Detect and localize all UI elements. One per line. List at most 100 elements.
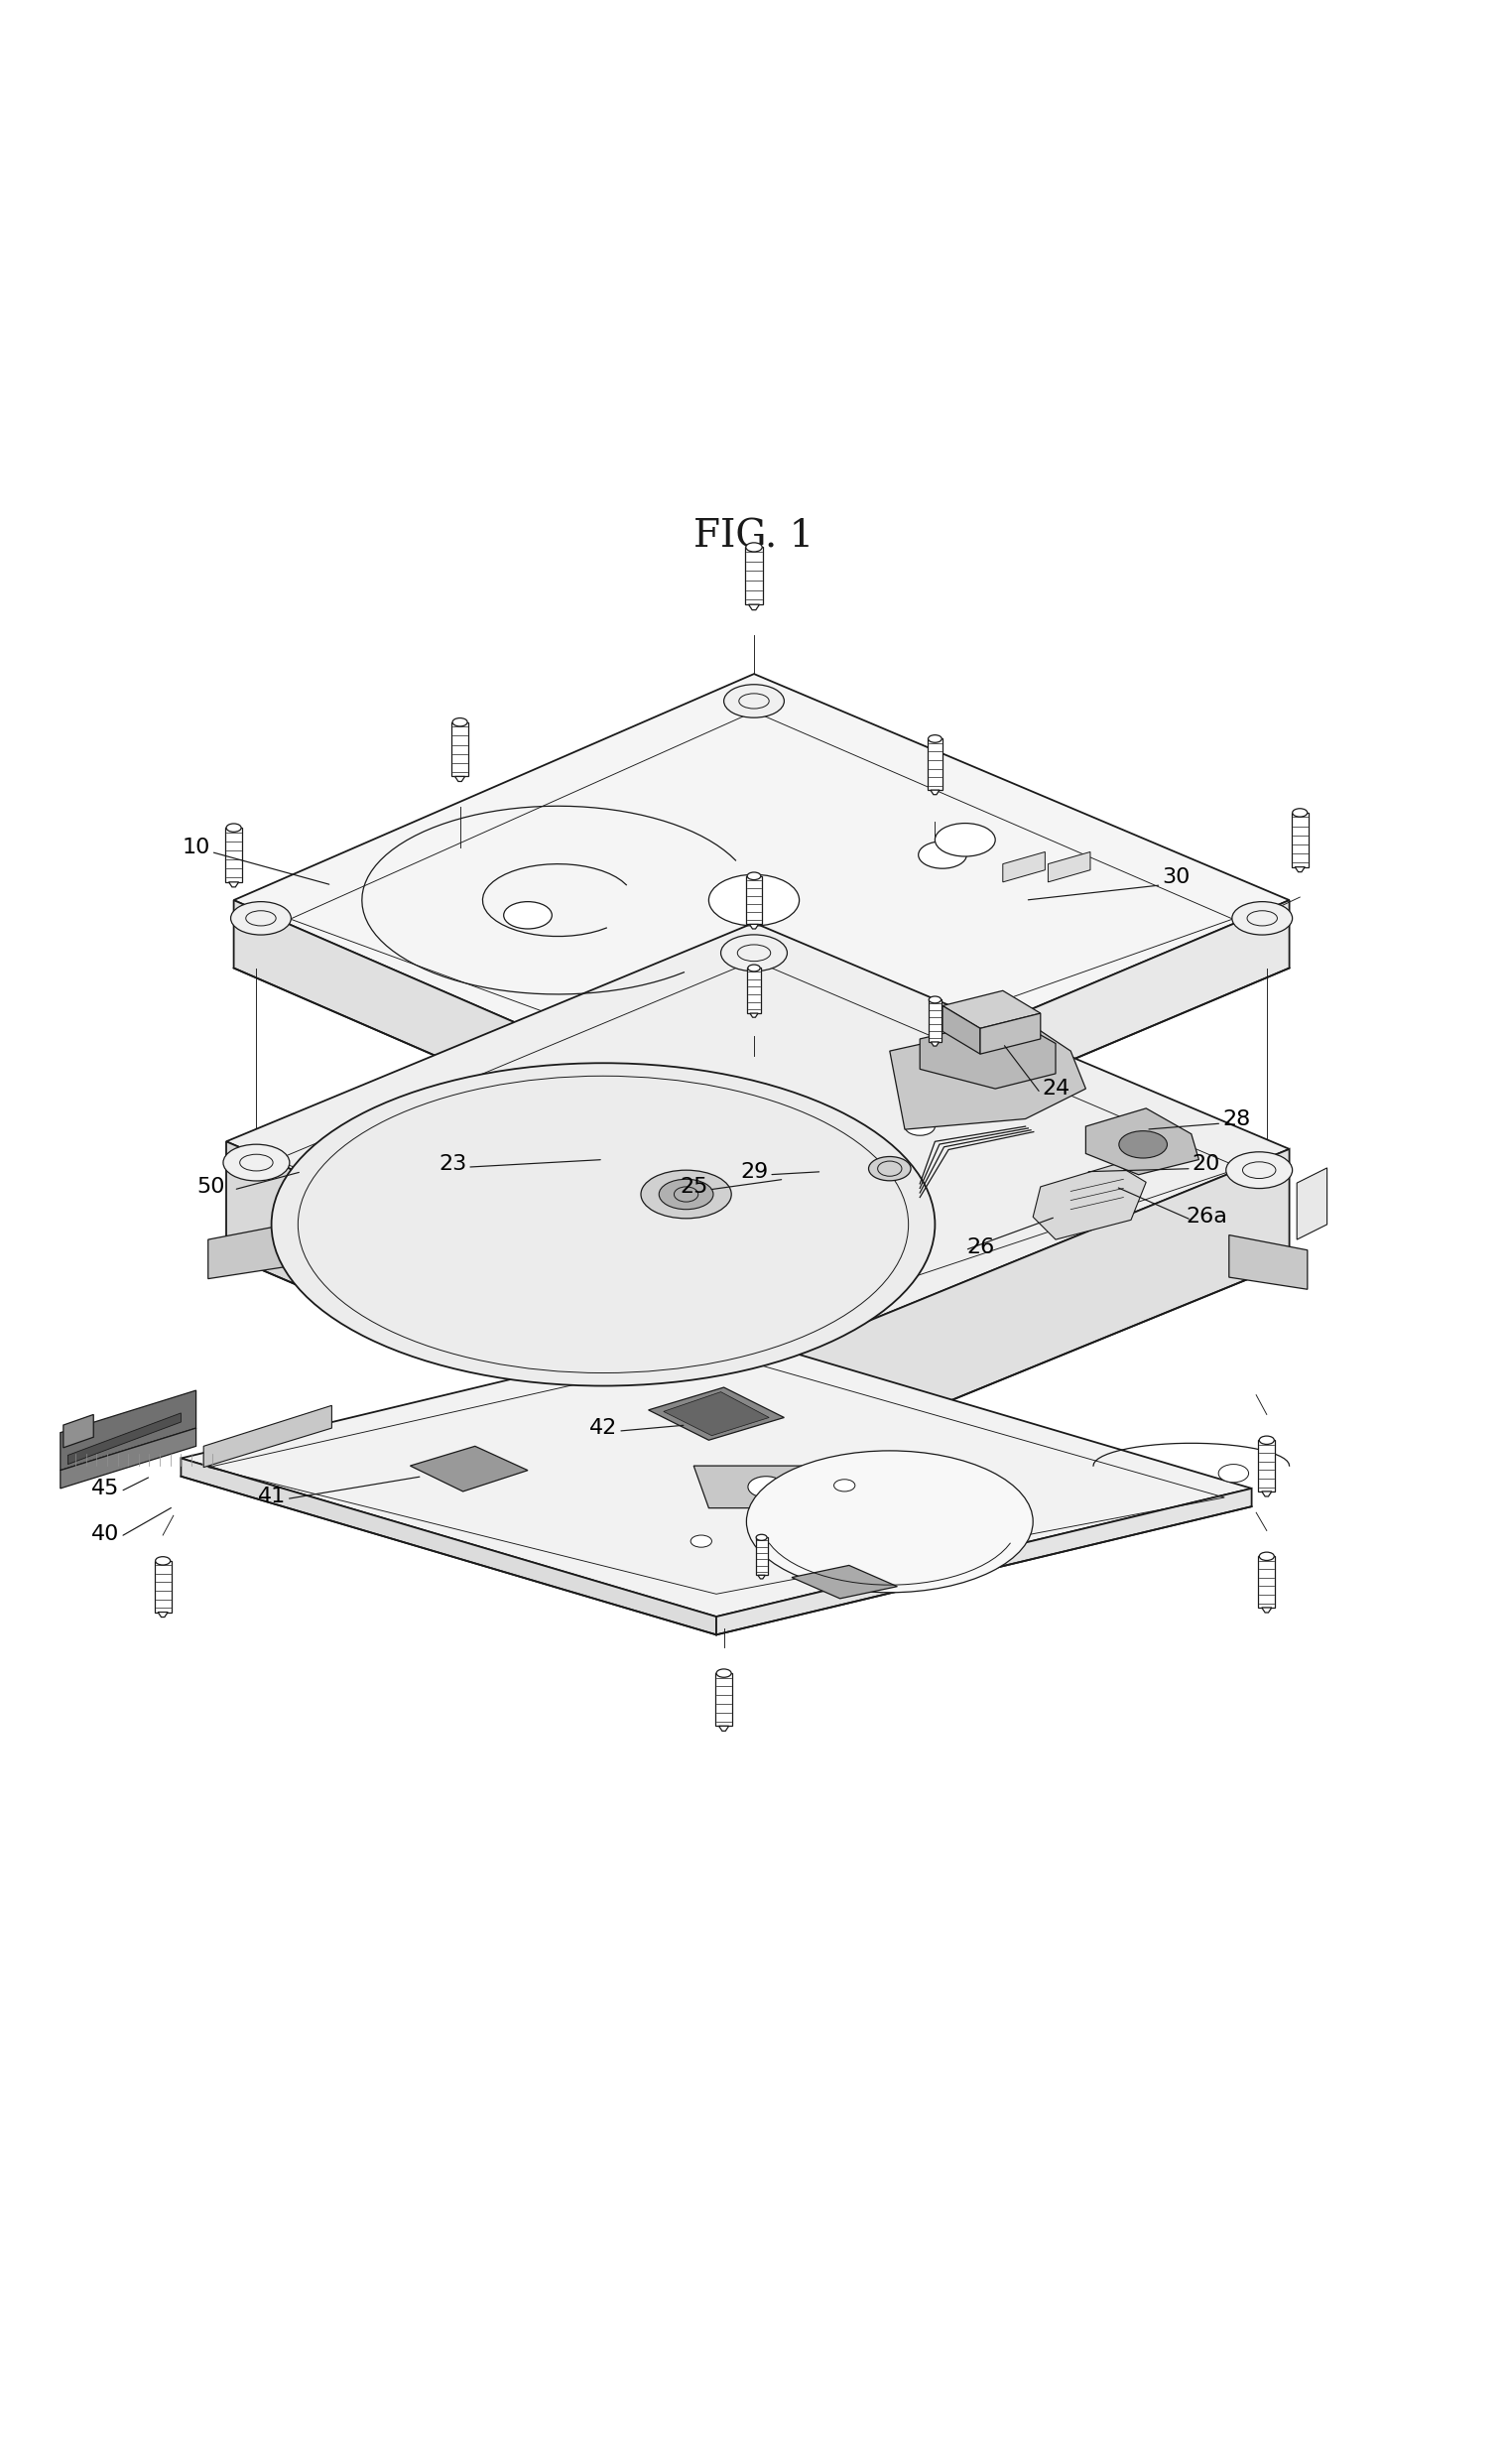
Text: 29: 29 xyxy=(740,1161,768,1183)
Ellipse shape xyxy=(724,685,784,717)
Ellipse shape xyxy=(748,1476,784,1498)
Text: 41: 41 xyxy=(258,1486,285,1506)
Polygon shape xyxy=(226,1141,754,1481)
Ellipse shape xyxy=(905,1116,935,1136)
Polygon shape xyxy=(715,1673,733,1725)
Polygon shape xyxy=(63,1414,93,1449)
Polygon shape xyxy=(792,1565,897,1599)
Text: 24: 24 xyxy=(1042,1079,1069,1099)
Text: 42: 42 xyxy=(590,1419,617,1439)
Polygon shape xyxy=(942,991,1041,1027)
Polygon shape xyxy=(158,1611,167,1616)
Polygon shape xyxy=(890,1020,1086,1129)
Ellipse shape xyxy=(748,963,760,971)
Polygon shape xyxy=(756,1538,768,1574)
Polygon shape xyxy=(234,899,754,1195)
Text: 26: 26 xyxy=(967,1237,994,1257)
Text: 40: 40 xyxy=(92,1523,119,1542)
Ellipse shape xyxy=(709,875,799,926)
Ellipse shape xyxy=(422,1116,452,1136)
Polygon shape xyxy=(754,1148,1289,1481)
Polygon shape xyxy=(980,1013,1041,1055)
Polygon shape xyxy=(1229,1234,1307,1289)
Polygon shape xyxy=(226,924,1289,1368)
Polygon shape xyxy=(694,1466,814,1508)
Ellipse shape xyxy=(746,1451,1033,1592)
Polygon shape xyxy=(1048,853,1090,882)
Ellipse shape xyxy=(271,1062,935,1385)
Polygon shape xyxy=(60,1429,196,1488)
Ellipse shape xyxy=(691,1535,712,1547)
Ellipse shape xyxy=(756,1535,768,1540)
Ellipse shape xyxy=(716,1668,731,1678)
Polygon shape xyxy=(1295,867,1304,872)
Ellipse shape xyxy=(223,1143,290,1180)
Ellipse shape xyxy=(1292,808,1307,818)
Ellipse shape xyxy=(641,1170,731,1217)
Ellipse shape xyxy=(452,717,467,727)
Polygon shape xyxy=(455,776,464,781)
Ellipse shape xyxy=(1232,902,1292,934)
Polygon shape xyxy=(716,1488,1252,1634)
Polygon shape xyxy=(759,1574,765,1579)
Polygon shape xyxy=(927,739,942,791)
Ellipse shape xyxy=(834,1478,855,1491)
Polygon shape xyxy=(748,604,760,611)
Ellipse shape xyxy=(226,823,241,833)
Text: 26a: 26a xyxy=(1185,1207,1228,1227)
Ellipse shape xyxy=(746,542,762,552)
Polygon shape xyxy=(745,547,763,604)
Ellipse shape xyxy=(1259,1552,1274,1560)
Ellipse shape xyxy=(935,823,995,857)
Polygon shape xyxy=(1003,853,1045,882)
Polygon shape xyxy=(746,968,760,1013)
Polygon shape xyxy=(1297,1168,1327,1239)
Text: 25: 25 xyxy=(680,1178,707,1198)
Ellipse shape xyxy=(1259,1437,1274,1444)
Polygon shape xyxy=(920,1018,1056,1089)
Polygon shape xyxy=(664,1392,769,1437)
Ellipse shape xyxy=(724,1082,784,1116)
Ellipse shape xyxy=(1119,1131,1167,1158)
Ellipse shape xyxy=(721,934,787,971)
Ellipse shape xyxy=(1218,1464,1249,1483)
Polygon shape xyxy=(749,1013,759,1018)
Polygon shape xyxy=(208,1225,287,1279)
Ellipse shape xyxy=(929,995,941,1003)
Polygon shape xyxy=(410,1446,528,1491)
Polygon shape xyxy=(749,924,759,929)
Polygon shape xyxy=(930,791,939,793)
Polygon shape xyxy=(154,1560,172,1611)
Polygon shape xyxy=(1291,813,1307,867)
Polygon shape xyxy=(452,722,467,776)
Polygon shape xyxy=(930,1042,939,1047)
Ellipse shape xyxy=(733,1087,775,1111)
Text: 50: 50 xyxy=(198,1178,225,1198)
Ellipse shape xyxy=(155,1557,170,1565)
Polygon shape xyxy=(60,1390,196,1471)
Polygon shape xyxy=(929,1000,941,1042)
Polygon shape xyxy=(942,1005,980,1055)
Polygon shape xyxy=(1262,1491,1271,1496)
Ellipse shape xyxy=(231,902,291,934)
Text: 20: 20 xyxy=(1193,1153,1220,1173)
Polygon shape xyxy=(1033,1163,1146,1239)
Polygon shape xyxy=(204,1404,332,1466)
Ellipse shape xyxy=(918,840,967,867)
Ellipse shape xyxy=(1226,1151,1292,1188)
Polygon shape xyxy=(226,828,241,882)
Polygon shape xyxy=(229,882,238,887)
Text: 30: 30 xyxy=(1163,867,1190,887)
Text: 45: 45 xyxy=(92,1478,119,1498)
Text: 10: 10 xyxy=(182,838,210,857)
Polygon shape xyxy=(746,877,762,924)
Ellipse shape xyxy=(504,902,552,929)
Polygon shape xyxy=(181,1459,716,1634)
Ellipse shape xyxy=(869,1156,911,1180)
Text: FIG. 1: FIG. 1 xyxy=(694,517,814,554)
Polygon shape xyxy=(1262,1607,1271,1611)
Polygon shape xyxy=(181,1331,1252,1616)
Polygon shape xyxy=(1258,1557,1274,1607)
Text: 28: 28 xyxy=(1223,1109,1250,1129)
Polygon shape xyxy=(234,673,1289,1126)
